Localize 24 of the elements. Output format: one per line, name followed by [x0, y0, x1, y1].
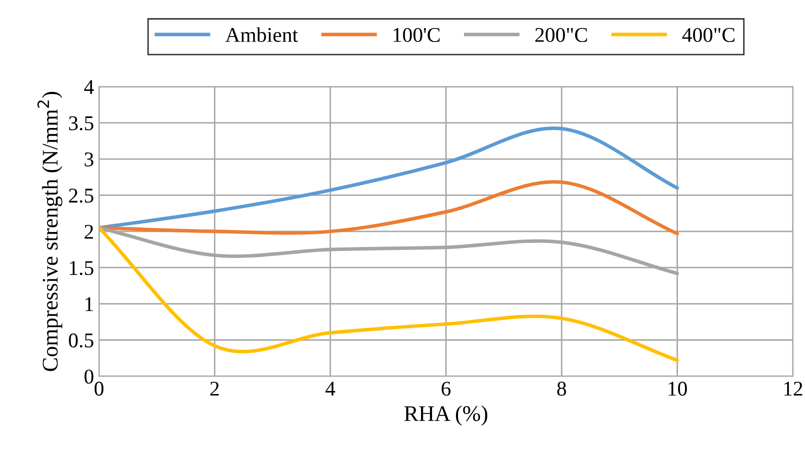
y-tick-label: 1 — [86, 297, 93, 312]
line-series — [99, 180, 680, 236]
y-tick-label: 2.5 — [69, 188, 94, 203]
y-axis-title: Compressive strength (N/mm$^{2}$) — [37, 92, 62, 372]
line-series — [99, 226, 680, 362]
x-tick-label: 4 — [326, 382, 336, 396]
legend-label: 200"C — [535, 28, 587, 42]
x-axis-title: RHA (%) — [404, 406, 488, 426]
y-tick-label: 1.5 — [70, 261, 94, 276]
x-tick-label: 0 — [94, 382, 104, 396]
y-tick-label: 3.5 — [69, 116, 94, 130]
x-tick-label: 10 — [668, 382, 687, 396]
legend-label: 100'C — [394, 28, 440, 42]
y-tick-label: 0.5 — [68, 333, 94, 348]
y-tick-label: 4 — [84, 80, 94, 94]
x-tick-label: 6 — [442, 382, 451, 396]
legend-label: 400"C — [682, 28, 734, 42]
x-tick-label: 12 — [784, 382, 802, 396]
y-tick-label: 2 — [84, 224, 94, 239]
x-tick-label: 8 — [557, 382, 566, 396]
x-tick-label: 2 — [210, 382, 219, 396]
y-tick-label: 3 — [84, 152, 94, 166]
y-tick-label: 0 — [84, 370, 94, 384]
legend-label: Ambient — [225, 27, 298, 42]
